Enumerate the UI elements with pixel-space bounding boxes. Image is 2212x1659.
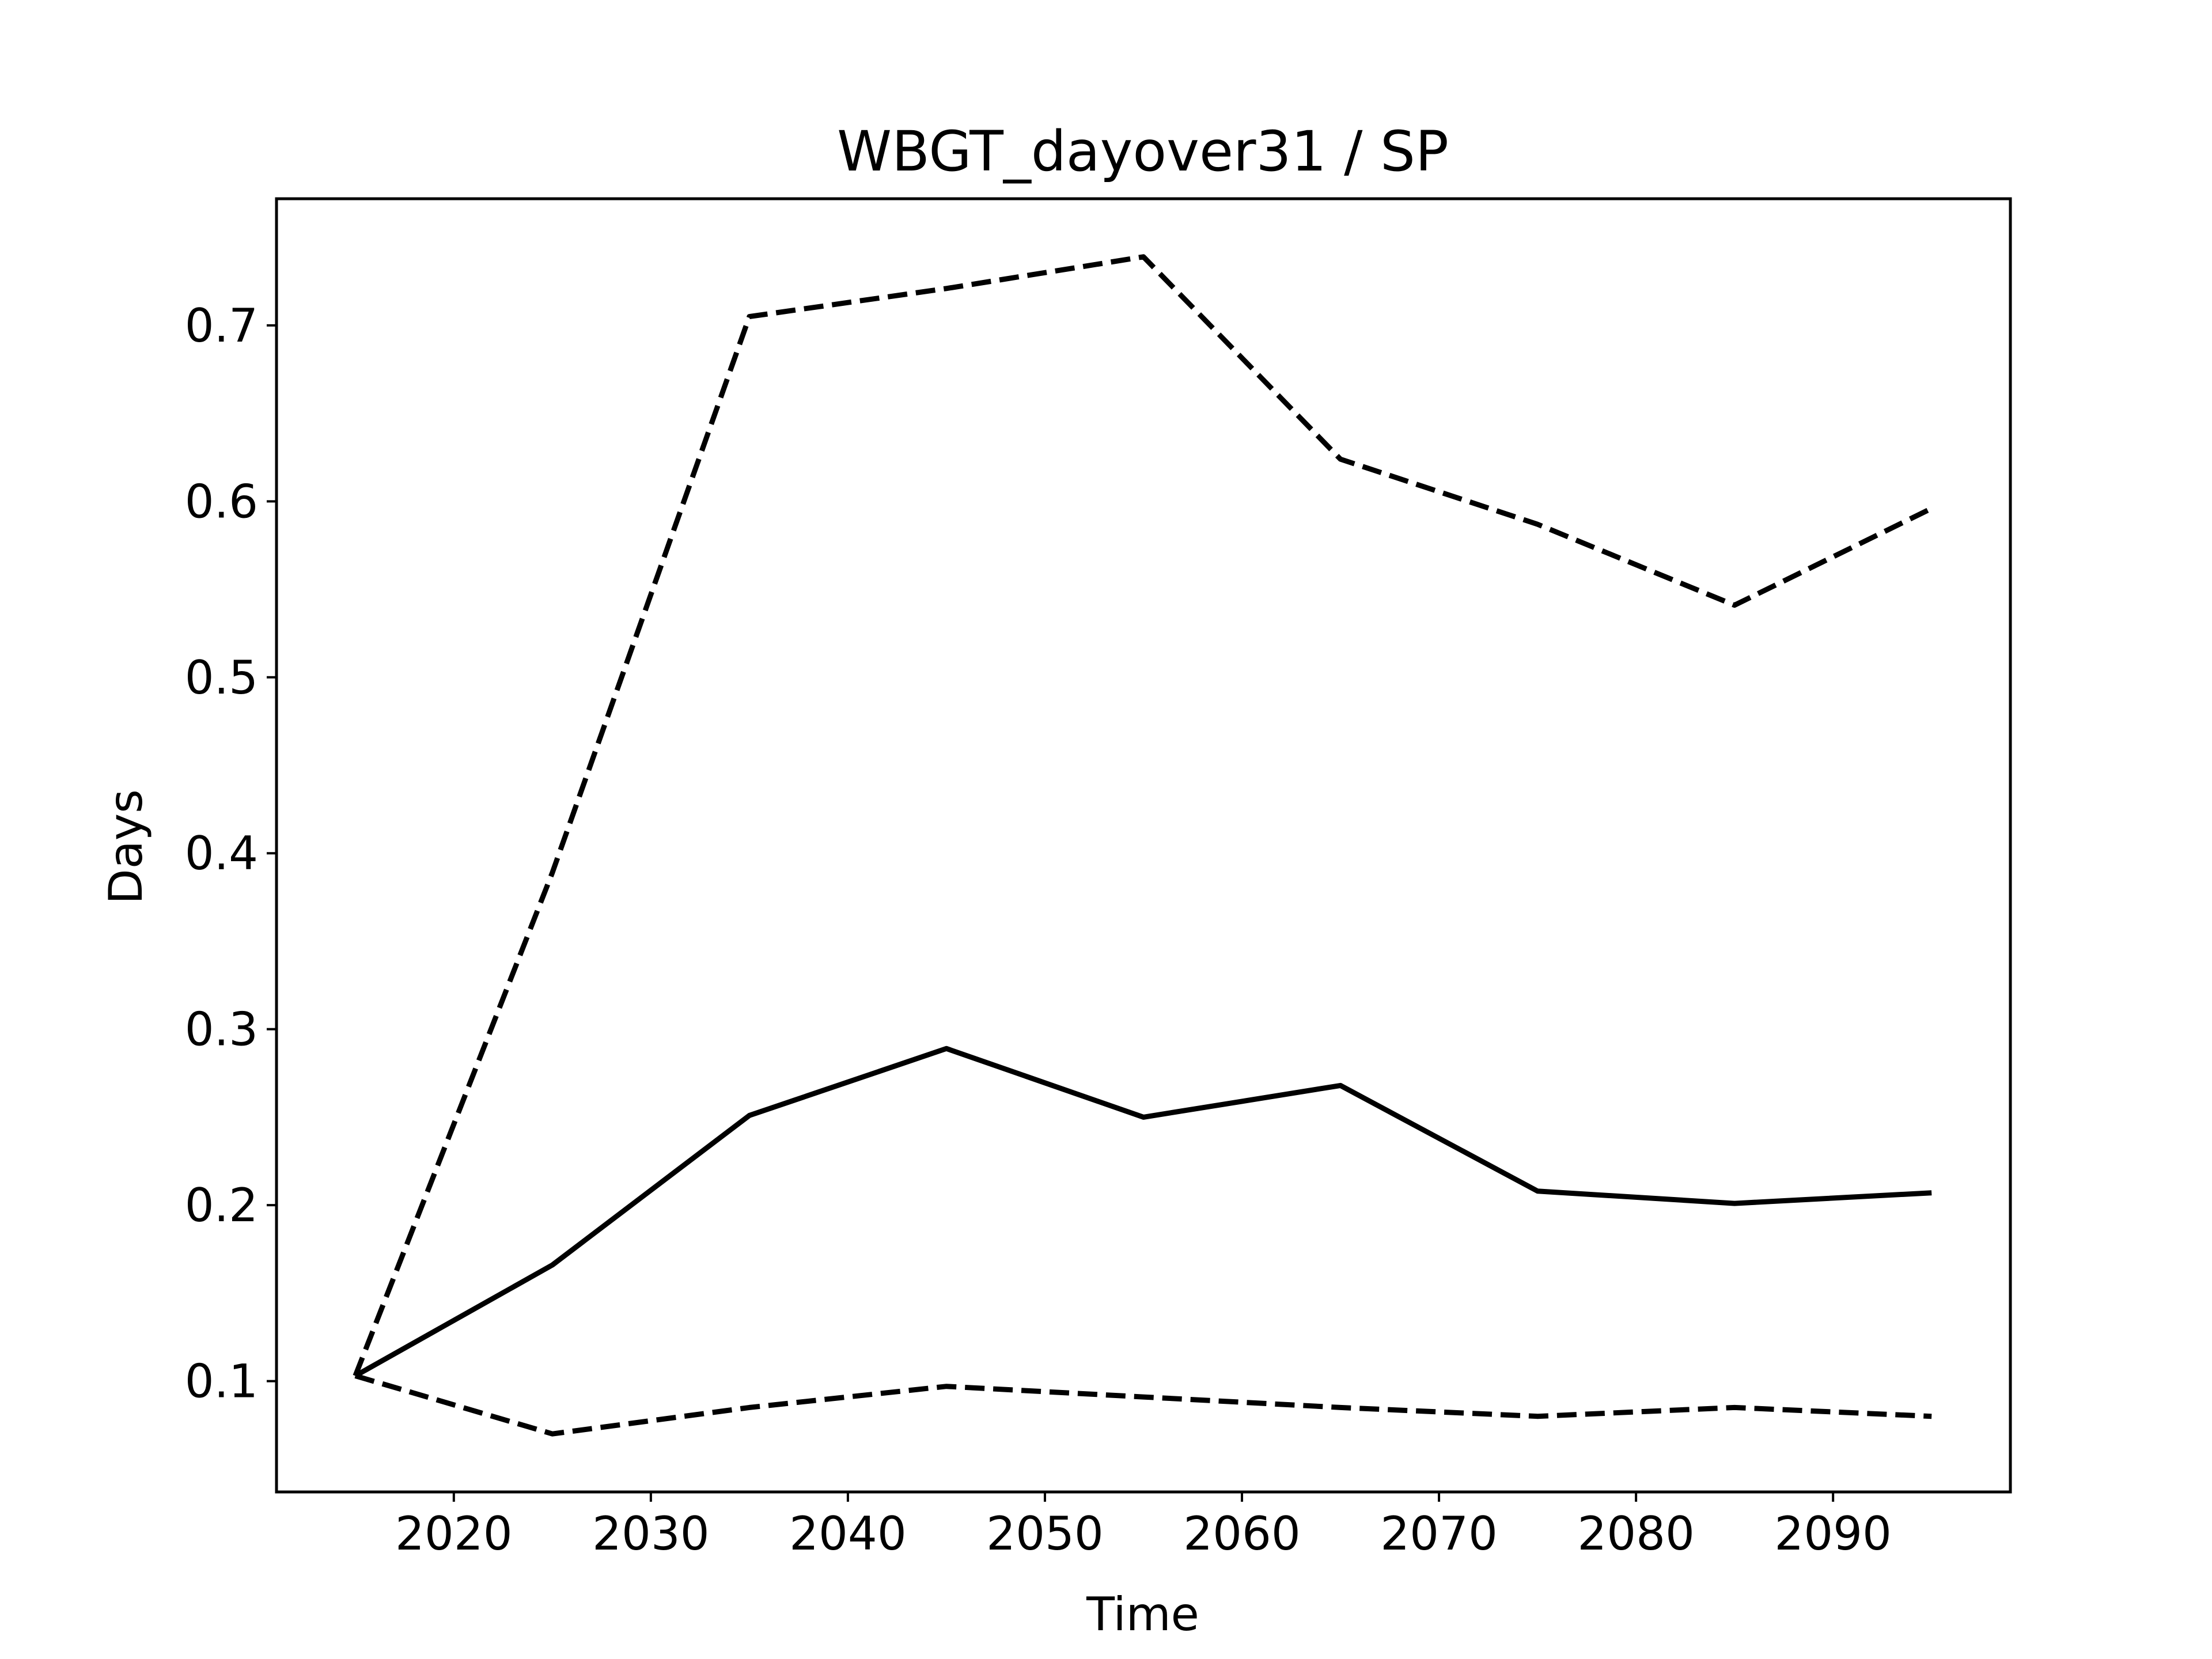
x-tick-label: 2020 bbox=[395, 1507, 513, 1560]
x-tick-label: 2040 bbox=[789, 1507, 907, 1560]
x-tick-label: 2080 bbox=[1577, 1507, 1695, 1560]
chart-title: WBGT_dayover31 / SP bbox=[837, 119, 1449, 184]
y-tick-label: 0.4 bbox=[185, 827, 258, 880]
y-tick-label: 0.2 bbox=[185, 1179, 258, 1232]
x-tick-label: 2050 bbox=[986, 1507, 1104, 1560]
y-tick-label: 0.7 bbox=[185, 299, 258, 353]
y-tick-label: 0.5 bbox=[185, 651, 258, 704]
series-line-3 bbox=[354, 1373, 1932, 1437]
y-tick-label: 0.6 bbox=[185, 475, 258, 528]
series-line-1 bbox=[354, 1046, 1932, 1378]
series-line-2 bbox=[353, 254, 1933, 1377]
x-tick-label: 2060 bbox=[1183, 1507, 1301, 1560]
x-tick-label: 2070 bbox=[1380, 1507, 1498, 1560]
x-axis-label: Time bbox=[1086, 1588, 1199, 1641]
plot-area-frame bbox=[275, 197, 2012, 1494]
y-tick-label: 0.3 bbox=[185, 1003, 258, 1056]
x-tick-label: 2090 bbox=[1774, 1507, 1892, 1560]
series-layer bbox=[353, 254, 1933, 1437]
y-tick-label: 0.1 bbox=[185, 1355, 258, 1408]
y-axis-label: Days bbox=[99, 789, 153, 904]
y-axis-ticks: 0.1 0.2 0.3 0.4 0.5 0.6 0.7 bbox=[185, 299, 276, 1408]
x-tick-label: 2030 bbox=[592, 1507, 710, 1560]
x-axis-ticks: 2020 2030 2040 2050 2060 2070 2080 2090 bbox=[395, 1492, 1892, 1560]
